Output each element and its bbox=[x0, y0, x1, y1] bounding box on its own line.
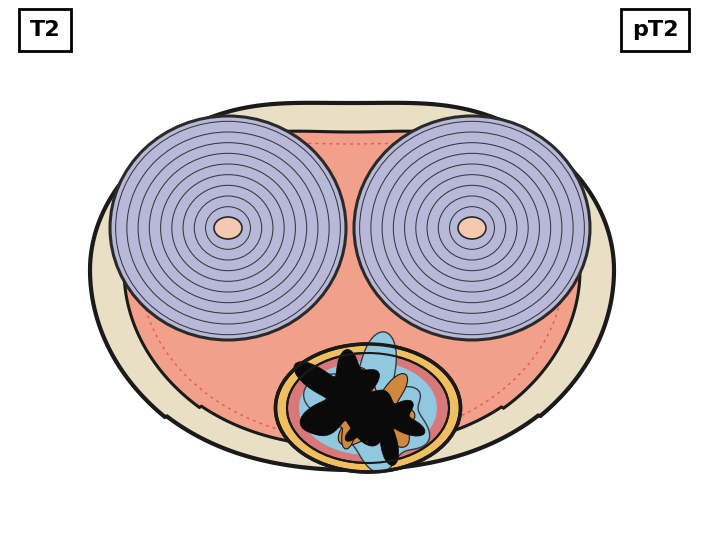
Polygon shape bbox=[124, 131, 580, 447]
Polygon shape bbox=[332, 392, 375, 449]
Polygon shape bbox=[294, 350, 392, 446]
Ellipse shape bbox=[458, 217, 486, 239]
Polygon shape bbox=[334, 367, 415, 447]
Ellipse shape bbox=[299, 361, 437, 455]
Polygon shape bbox=[90, 103, 614, 470]
Ellipse shape bbox=[214, 217, 242, 239]
Ellipse shape bbox=[275, 344, 460, 472]
Polygon shape bbox=[303, 332, 429, 473]
Polygon shape bbox=[359, 390, 425, 466]
Polygon shape bbox=[345, 409, 387, 444]
Ellipse shape bbox=[354, 116, 590, 340]
Text: pT2: pT2 bbox=[631, 20, 678, 40]
Ellipse shape bbox=[287, 353, 449, 463]
Text: T2: T2 bbox=[30, 20, 61, 40]
Ellipse shape bbox=[110, 116, 346, 340]
